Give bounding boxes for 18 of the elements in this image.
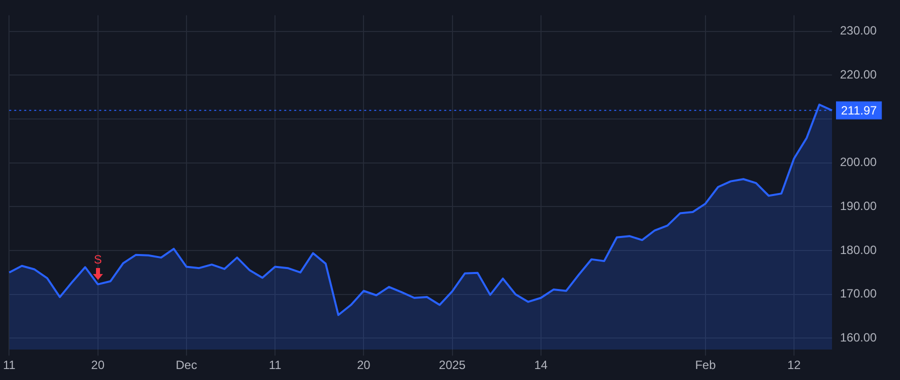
x-tick-label: 2025 (438, 358, 466, 372)
x-tick-label: Dec (176, 358, 198, 372)
y-tick-label: 220.00 (840, 68, 878, 82)
y-tick-label: 200.00 (840, 155, 878, 170)
y-tick-label: 230.00 (840, 24, 878, 38)
x-tick-label: 11 (268, 358, 282, 372)
y-tick-label: 190.00 (840, 199, 878, 214)
annotation: S (94, 252, 102, 267)
x-tick-label: 20 (91, 358, 105, 372)
x-tick-label: 12 (787, 358, 802, 372)
y-tick-label: 170.00 (840, 286, 878, 301)
y-tick-label: 180.00 (840, 242, 878, 257)
x-tick-label: 14 (534, 358, 548, 372)
y-tick-label: 160.00 (840, 330, 878, 345)
x-tick-label: Feb (695, 358, 716, 372)
x-tick-label: 11 (2, 358, 16, 372)
ref-line-label: 211.97 (841, 104, 878, 118)
x-tick-label: 20 (356, 358, 371, 372)
